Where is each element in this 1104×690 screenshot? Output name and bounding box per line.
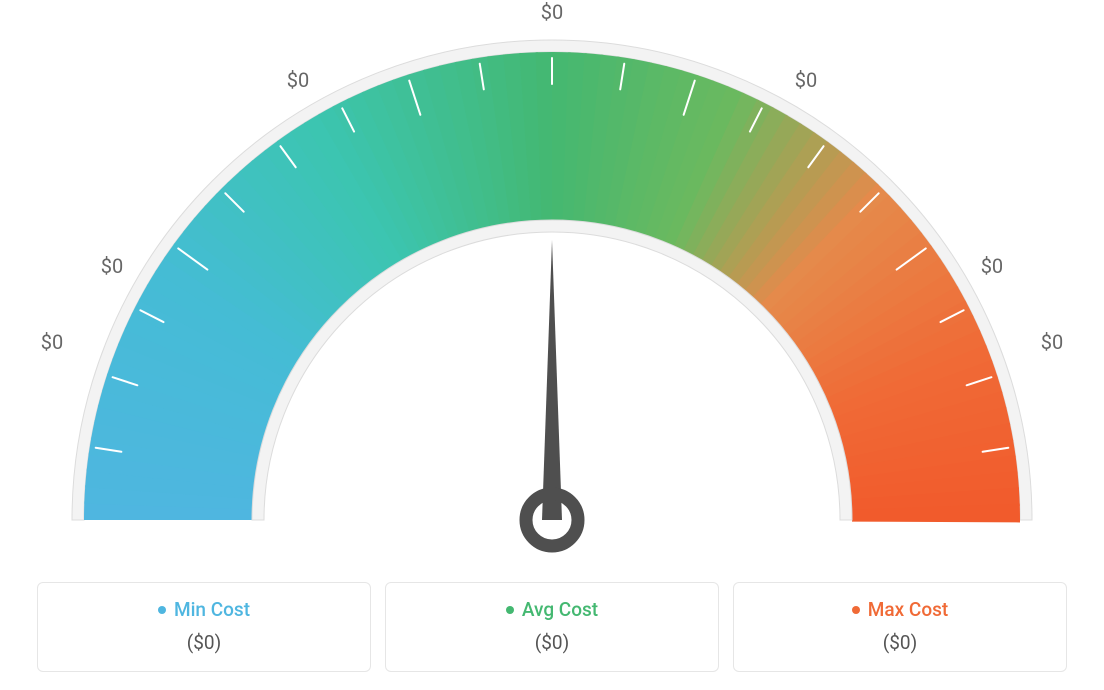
gauge-tick-label: $0 — [541, 0, 563, 24]
legend-row: Min Cost ($0) Avg Cost ($0) Max Cost ($0… — [37, 582, 1067, 672]
gauge-container: $0 $0 $0 $0 $0 $0 $0 — [0, 0, 1104, 560]
legend-label-avg: Avg Cost — [506, 598, 598, 621]
gauge-tick-label: $0 — [981, 254, 1003, 278]
gauge-svg — [0, 0, 1104, 560]
legend-label-max: Max Cost — [852, 598, 948, 621]
legend-value-avg: ($0) — [535, 631, 569, 654]
legend-dot-avg — [506, 606, 514, 614]
legend-text-avg: Avg Cost — [522, 598, 598, 621]
gauge-tick-label: $0 — [41, 330, 63, 354]
legend-text-min: Min Cost — [174, 598, 250, 621]
gauge-tick-label: $0 — [1041, 330, 1063, 354]
legend-dot-max — [852, 606, 860, 614]
gauge-tick-label: $0 — [287, 68, 309, 92]
legend-card-min: Min Cost ($0) — [37, 582, 371, 672]
legend-dot-min — [158, 606, 166, 614]
legend-value-min: ($0) — [187, 631, 221, 654]
legend-value-max: ($0) — [883, 631, 917, 654]
gauge-tick-label: $0 — [101, 254, 123, 278]
legend-label-min: Min Cost — [158, 598, 250, 621]
legend-card-max: Max Cost ($0) — [733, 582, 1067, 672]
legend-card-avg: Avg Cost ($0) — [385, 582, 719, 672]
legend-text-max: Max Cost — [868, 598, 948, 621]
gauge-tick-label: $0 — [795, 68, 817, 92]
